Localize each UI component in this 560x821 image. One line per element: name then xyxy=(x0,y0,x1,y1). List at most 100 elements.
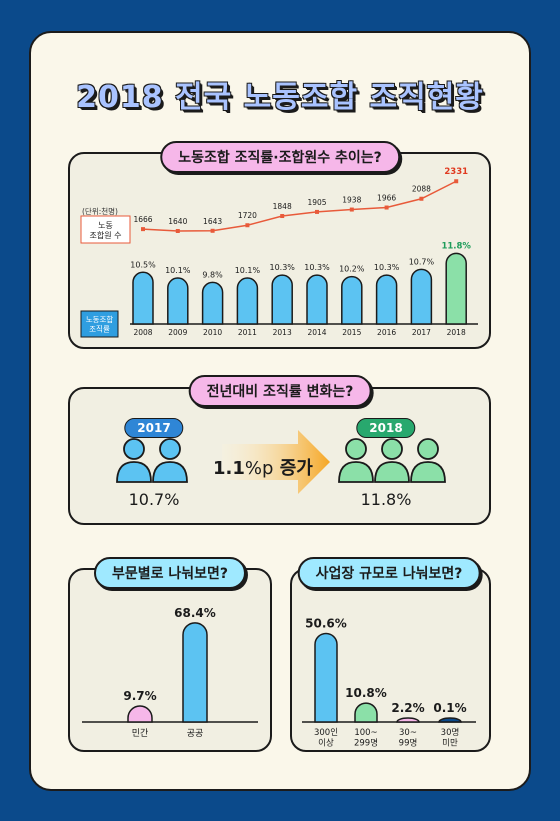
year-label-2010: 2010 xyxy=(203,328,222,337)
person-body-icon xyxy=(374,461,410,483)
year-to-badge: 2018 xyxy=(356,418,416,438)
size-category-3: 30명 미만 xyxy=(441,727,460,749)
increase-arrow-icon xyxy=(222,430,330,494)
arrow-shape xyxy=(222,430,330,494)
size-section-label: 사업장 규모로 나눠보면? xyxy=(297,557,481,589)
size-value-2: 2.2% xyxy=(391,701,424,715)
members-value-2015: 1938 xyxy=(342,196,361,205)
members-point-2010 xyxy=(210,228,215,233)
rate-bar-2016 xyxy=(375,274,398,325)
person-head-icon xyxy=(123,438,145,460)
members-point-2018 xyxy=(454,179,459,184)
rate-bar-2017 xyxy=(410,268,433,325)
size-value-3: 0.1% xyxy=(433,701,466,715)
size-category-0: 300인 이상 xyxy=(314,727,338,749)
people-group-2018-icon xyxy=(338,438,446,483)
sector-category-1: 공공 xyxy=(187,728,204,739)
person-body-icon xyxy=(410,461,446,483)
change-text: 1.1%p 증가 xyxy=(213,454,313,480)
members-value-2008: 1666 xyxy=(133,215,152,224)
members-point-2008 xyxy=(141,227,145,232)
person-head-icon xyxy=(345,438,367,460)
sector-section-label: 부문별로 나눠보면? xyxy=(93,557,247,589)
rate-bar-2014 xyxy=(306,274,328,325)
rate-bar-2008 xyxy=(132,271,154,325)
change-word: 증가 xyxy=(279,458,313,479)
year-label-2011: 2011 xyxy=(238,328,257,337)
person-body-icon xyxy=(116,461,152,483)
rate-label-2009: 10.1% xyxy=(165,266,191,275)
year-from-badge: 2017 xyxy=(124,418,184,438)
members-point-2015 xyxy=(349,207,354,212)
sector-bar-0 xyxy=(127,705,153,723)
rate-2017: 10.7% xyxy=(128,490,180,509)
sector-category-0: 민간 xyxy=(132,728,149,739)
rate-label-2014: 10.3% xyxy=(304,263,330,272)
rate-label-2010: 9.8% xyxy=(202,270,223,279)
size-chart: 50.6% 300인 이상 10.8% 100~ 299명 2.2% 30~ 99명 0.1% 30… xyxy=(302,616,476,749)
members-value-2016: 1966 xyxy=(377,194,396,203)
members-point-2017 xyxy=(419,196,424,201)
year-label-2008: 2008 xyxy=(133,328,152,337)
rate-label-2011: 10.1% xyxy=(235,266,261,275)
person-head-icon xyxy=(159,438,181,460)
members-line xyxy=(142,180,457,232)
members-label-box xyxy=(80,215,131,244)
size-bar-3 xyxy=(438,717,462,723)
members-value-2010: 1643 xyxy=(203,217,222,226)
members-label: 노동 조합원 수 xyxy=(90,221,122,240)
members-point-2013 xyxy=(280,214,285,219)
trend-section-label: 노동조합 조직률·조합원수 추이는? xyxy=(160,141,400,173)
rate-bar-2015 xyxy=(341,275,363,325)
members-point-2009 xyxy=(175,229,180,233)
rate-bar-2009 xyxy=(167,277,189,325)
sector-chart: 9.7% 민간 68.4% 공공 xyxy=(82,606,258,739)
rate-label-2017: 10.7% xyxy=(409,257,435,266)
year-label-2018: 2018 xyxy=(447,328,466,337)
rate-label-box xyxy=(80,310,119,338)
year-label-2016: 2016 xyxy=(377,328,396,337)
year-label-2009: 2009 xyxy=(168,328,187,337)
page-title: 2018 전국 노동조합 조직현황 xyxy=(76,80,484,115)
rate-label-2015: 10.2% xyxy=(339,265,365,274)
size-category-1: 100~ 299명 xyxy=(354,728,378,749)
year-label-2014: 2014 xyxy=(307,328,326,337)
change-unit: %p xyxy=(244,458,274,479)
rate-label: 노동조합 조직률 xyxy=(86,315,114,334)
person-body-icon xyxy=(152,461,188,483)
size-value-1: 10.8% xyxy=(345,686,387,700)
members-point-2016 xyxy=(384,205,389,210)
rate-label-2018: 11.8% xyxy=(441,241,471,251)
rate-2018: 11.8% xyxy=(360,490,412,509)
sector-value-1: 68.4% xyxy=(174,606,216,620)
members-value-2014: 1905 xyxy=(307,198,326,207)
people-group-2017-icon xyxy=(116,438,188,483)
person-body-icon xyxy=(338,461,374,483)
members-point-2014 xyxy=(315,209,319,214)
members-value-2018: 2331 xyxy=(444,167,468,177)
change-value: 1.1 xyxy=(213,458,245,479)
size-bar-2 xyxy=(396,717,420,723)
size-category-2: 30~ 99명 xyxy=(399,728,418,749)
size-bar-1 xyxy=(354,702,378,723)
rate-label-2013: 10.3% xyxy=(269,263,295,272)
members-point-2011 xyxy=(245,223,250,228)
sector-bar-1 xyxy=(182,622,208,723)
members-value-2009: 1640 xyxy=(168,217,187,226)
year-label-2015: 2015 xyxy=(342,328,361,337)
size-value-0: 50.6% xyxy=(305,616,347,630)
rate-bar-2018 xyxy=(445,252,467,325)
size-bar-0 xyxy=(314,632,338,723)
year-label-2017: 2017 xyxy=(412,328,431,337)
members-value-2013: 1848 xyxy=(273,202,292,211)
year-label-2013: 2013 xyxy=(273,328,292,337)
unit-note: (단위:천명) xyxy=(82,206,118,216)
sector-value-0: 9.7% xyxy=(123,689,156,703)
person-head-icon xyxy=(417,438,439,460)
rate-bar-2013 xyxy=(271,274,293,325)
members-value-2011: 1720 xyxy=(238,211,257,220)
rate-label-2008: 10.5% xyxy=(130,260,156,269)
change-section-label: 전년대비 조직률 변화는? xyxy=(188,375,372,407)
rate-bar-2010 xyxy=(201,281,224,325)
